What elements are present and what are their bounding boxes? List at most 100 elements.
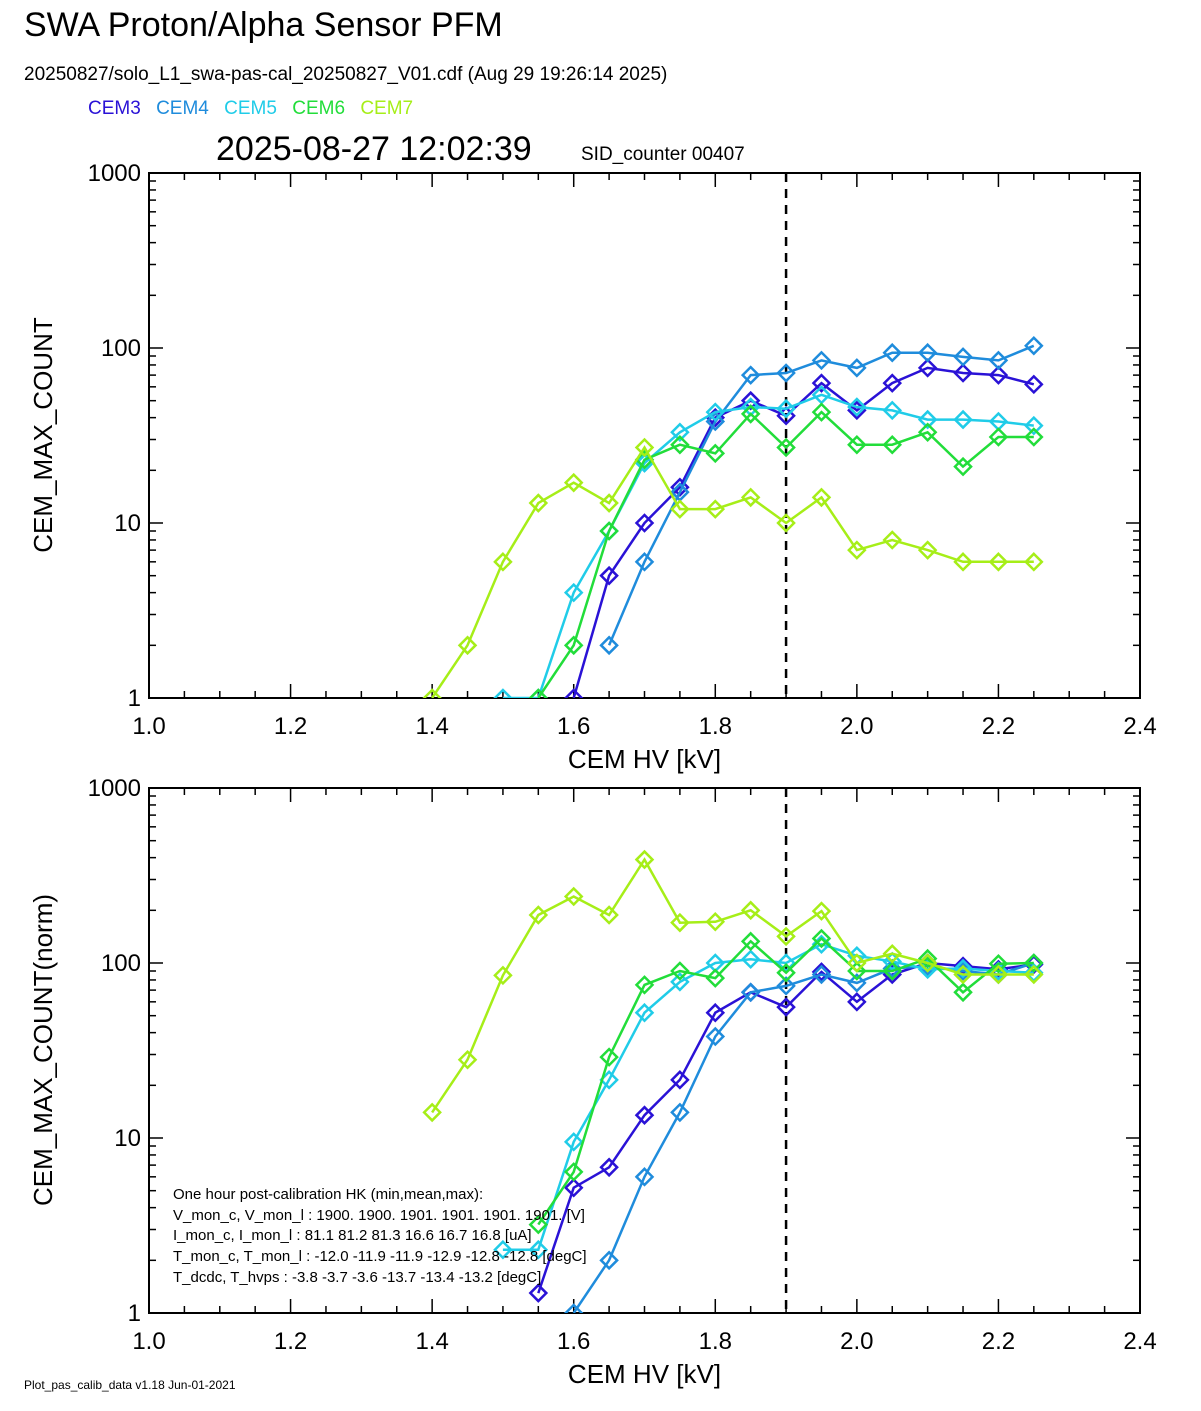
data-point-cem3 <box>670 1070 690 1090</box>
footer-version: Plot_pas_calib_data v1.18 Jun-01-2021 <box>24 1378 236 1392</box>
data-point-cem7 <box>776 513 796 533</box>
data-point-cem7 <box>705 499 726 519</box>
hk-line: V_mon_c, V_mon_l : 1900. 1900. 1901. 190… <box>173 1207 585 1224</box>
data-point-cem5 <box>563 1132 584 1152</box>
data-point-cem4 <box>811 350 832 371</box>
data-point-cem4 <box>740 982 761 1003</box>
data-point-cem7 <box>493 552 513 572</box>
data-point-cem3 <box>528 1283 549 1303</box>
legend: CEM3 CEM4 CEM5 CEM6 CEM7 <box>88 98 423 120</box>
x-tick-label: 2.0 <box>840 1328 873 1355</box>
x-tick-label: 2.2 <box>982 713 1015 740</box>
data-point-cem6 <box>953 982 973 1003</box>
data-point-cem4 <box>882 342 903 363</box>
series-line-cem7 <box>431 445 1034 698</box>
y-tick-label: 1 <box>128 1300 141 1327</box>
data-point-cem6 <box>953 456 973 477</box>
data-point-cem7 <box>740 487 761 508</box>
data-point-cem7 <box>457 635 478 656</box>
data-point-cem5 <box>670 422 690 443</box>
data-point-cem6 <box>528 688 549 698</box>
y-axis-label: CEM_MAX_COUNT(norm) <box>28 894 58 1206</box>
data-point-cem6 <box>705 968 726 988</box>
data-point-cem4 <box>563 1303 584 1313</box>
sid-counter: SID_counter 00407 <box>581 144 745 165</box>
data-point-cem5 <box>917 409 938 430</box>
legend-item-cem3: CEM3 <box>88 98 141 119</box>
data-point-cem4 <box>847 973 867 993</box>
y-tick-label: 100 <box>101 950 141 977</box>
data-point-cem7 <box>882 943 903 964</box>
data-point-cem7 <box>847 953 867 973</box>
x-tick-label: 1.8 <box>699 1328 732 1355</box>
data-point-cem6 <box>1024 953 1044 973</box>
data-point-cem4 <box>1024 335 1044 356</box>
data-point-cem5 <box>634 453 655 473</box>
legend-item-cem7: CEM7 <box>360 98 414 119</box>
data-point-cem6 <box>776 437 796 458</box>
hk-line: T_dcdc, T_hvps : -3.8 -3.7 -3.6 -13.7 -1… <box>173 1269 541 1286</box>
data-point-cem7 <box>493 965 513 986</box>
data-point-cem7 <box>847 540 867 560</box>
data-point-cem6 <box>1024 427 1044 447</box>
y-tick-label: 100 <box>101 335 141 362</box>
data-point-cem7 <box>1024 552 1044 572</box>
data-point-cem6 <box>634 975 655 995</box>
y-tick-label: 10 <box>114 510 141 537</box>
data-point-cem5 <box>776 398 796 419</box>
data-point-cem4 <box>670 1102 690 1123</box>
data-point-cem4 <box>988 350 1009 371</box>
data-point-cem7 <box>528 493 549 513</box>
x-tick-label: 1.6 <box>557 713 590 740</box>
data-point-cem6 <box>670 434 690 455</box>
data-point-cem3 <box>563 1177 584 1198</box>
hk-heading: One hour post-calibration HK (min,mean,m… <box>173 1186 483 1203</box>
data-point-cem3 <box>776 997 796 1017</box>
data-point-cem7 <box>882 530 903 550</box>
data-point-cem3 <box>599 565 619 586</box>
y-tick-label: 1000 <box>88 775 141 802</box>
data-point-cem4 <box>953 347 973 367</box>
data-point-cem6 <box>705 443 726 464</box>
data-point-cem7 <box>811 487 832 508</box>
x-axis-label: CEM HV [kV] <box>568 1359 721 1389</box>
y-tick-label: 1000 <box>88 160 141 187</box>
data-point-cem4 <box>705 1026 726 1047</box>
plot-bottom: 1.0 1.2 1.4 1.6 1.8 2.0 2.2 2.4 1 10 100 1000 CEM HV… <box>28 775 1157 1389</box>
hk-line: I_mon_c, I_mon_l : 81.1 81.2 81.3 16.6 1… <box>173 1227 532 1244</box>
timestamp: 2025-08-27 12:02:39 <box>216 130 532 168</box>
data-point-cem7 <box>917 540 938 560</box>
data-point-cem5 <box>740 949 761 970</box>
y-tick-label: 10 <box>114 1125 141 1152</box>
data-point-cem7 <box>599 905 619 925</box>
data-point-cem7 <box>1024 964 1044 985</box>
x-tick-label: 1.2 <box>274 1328 307 1355</box>
data-point-cem3 <box>670 477 690 498</box>
data-point-cem3 <box>847 992 867 1012</box>
x-tick-label: 1.4 <box>415 1328 448 1355</box>
data-point-cem3 <box>634 513 655 533</box>
data-point-cem7 <box>705 912 726 932</box>
data-point-cem4 <box>740 365 761 385</box>
data-point-cem7 <box>953 964 973 985</box>
data-point-cem3 <box>811 962 832 982</box>
x-tick-label: 1.6 <box>557 1328 590 1355</box>
series-line-cem6 <box>537 936 1034 1226</box>
x-tick-label: 1.0 <box>132 1328 165 1355</box>
plot-title: SWA Proton/Alpha Sensor PFM <box>24 6 503 44</box>
x-tick-label: 1.4 <box>415 713 448 740</box>
data-point-cem5 <box>882 400 903 421</box>
series-group <box>422 849 1044 1313</box>
y-axis-label: CEM_MAX_COUNT <box>28 317 58 553</box>
data-point-cem5 <box>493 688 513 698</box>
series-line-cem3 <box>537 961 1034 1294</box>
data-point-cem7 <box>634 437 655 458</box>
data-point-cem5 <box>882 951 903 972</box>
series-line-cem6 <box>537 410 1034 698</box>
data-point-cem6 <box>882 434 903 455</box>
data-point-cem4 <box>599 635 619 656</box>
data-point-cem6 <box>882 961 903 981</box>
series-line-cem3 <box>572 366 1035 698</box>
data-point-cem3 <box>953 363 973 383</box>
